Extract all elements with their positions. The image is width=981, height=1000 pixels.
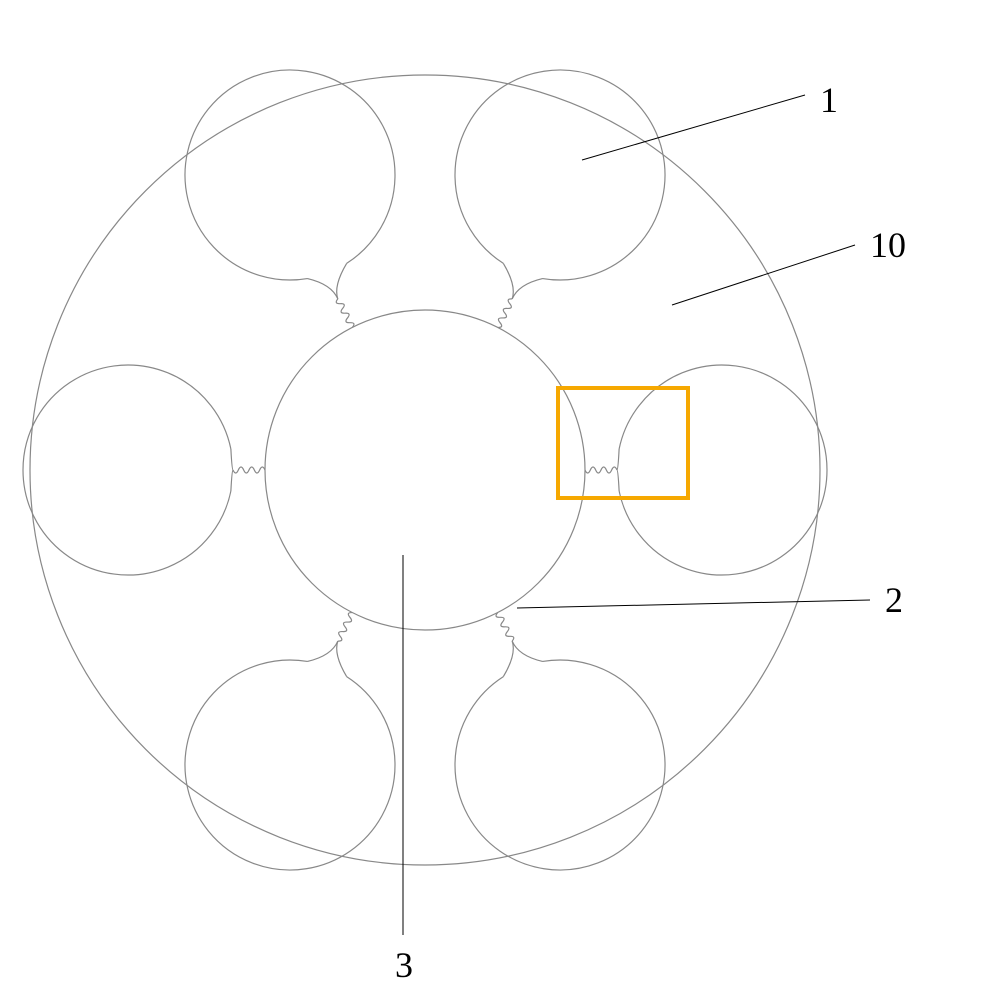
- satellite-chamber: [185, 660, 395, 870]
- highlight-box: [558, 388, 688, 498]
- serpentine-channel: [233, 467, 265, 473]
- satellite-chamber: [455, 660, 665, 870]
- leader-line: [517, 600, 870, 608]
- satellite-chamber: [619, 365, 827, 575]
- funnel-wall: [307, 641, 337, 661]
- funnel-wall: [503, 641, 513, 677]
- funnel-wall: [512, 279, 542, 299]
- diagram-canvas: 1 10 2 3: [0, 0, 981, 1000]
- outer-ring: [30, 75, 820, 865]
- leader-line: [672, 245, 855, 305]
- serpentine-channel: [585, 467, 617, 473]
- satellite-chamber: [455, 70, 665, 280]
- serpentine-channel: [336, 299, 354, 328]
- funnel-wall: [231, 470, 233, 491]
- serpentine-channel: [498, 299, 513, 328]
- satellite-chamber: [23, 365, 231, 575]
- center-chamber: [265, 310, 585, 630]
- satellite-chamber: [185, 70, 395, 280]
- serpentine-channel: [338, 613, 353, 642]
- leader-line: [582, 95, 805, 160]
- callout-label-10: 10: [870, 224, 906, 266]
- funnel-wall: [337, 641, 347, 677]
- funnel-wall: [231, 449, 233, 470]
- funnel-wall: [617, 449, 619, 470]
- funnel-wall: [307, 279, 337, 299]
- funnel-wall: [337, 263, 347, 299]
- callout-label-2: 2: [885, 579, 903, 621]
- funnel-wall: [512, 641, 542, 661]
- schematic-svg: [0, 0, 981, 1000]
- callout-label-1: 1: [820, 79, 838, 121]
- serpentine-channel: [496, 613, 514, 642]
- funnel-wall: [617, 470, 619, 491]
- callout-label-3: 3: [395, 944, 413, 986]
- funnel-wall: [503, 263, 513, 299]
